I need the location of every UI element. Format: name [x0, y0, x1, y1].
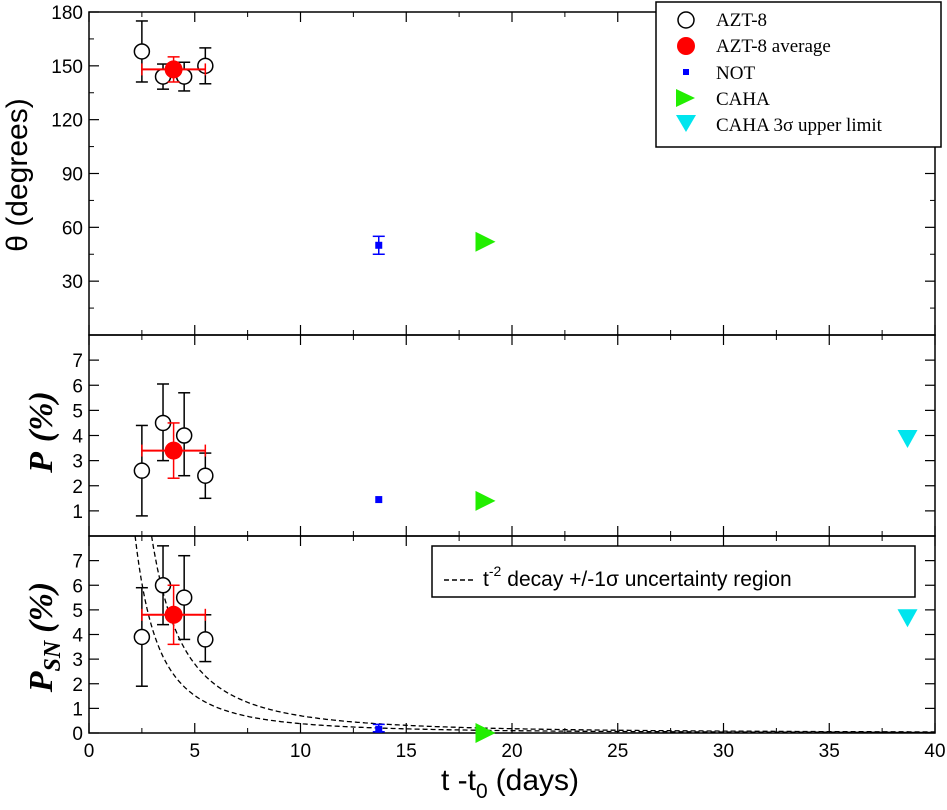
y-tick-label-2-5: 5	[72, 601, 83, 622]
legend-decay-exp: -2	[489, 563, 502, 579]
y-tick-label-1-5: 5	[72, 401, 83, 422]
legend-caha-marker	[676, 89, 695, 107]
point-2-filled-circle-0	[164, 605, 183, 624]
y-tick-label-0-60: 60	[62, 218, 83, 239]
data-markers	[133, 20, 918, 743]
y-tick-label-2-6: 6	[72, 576, 83, 597]
y-tick-label-2-0: 0	[72, 724, 83, 745]
point-1-filled-circle-0	[164, 441, 183, 460]
x-tick-label-20: 20	[501, 741, 522, 762]
time-axis-label-unit: (days)	[496, 764, 579, 797]
legend-caha-limit-marker	[676, 115, 696, 132]
top-legend-box	[655, 1, 942, 148]
x-tick-label-10: 10	[290, 741, 311, 762]
y-tick-label-2-3: 3	[72, 650, 83, 671]
psn-axis-label-unit: (%)	[23, 582, 60, 633]
legend-not-marker	[683, 69, 689, 75]
p-axis-label: P (%)	[23, 391, 60, 474]
point-2-triangle-down-0	[897, 609, 918, 628]
point-2-triangle-right-0	[475, 723, 496, 743]
decay-curve-upper	[150, 535, 935, 733]
time-axis-label-main: t -t	[441, 764, 477, 797]
x-tick-label-40: 40	[924, 741, 945, 762]
x-tick-label-25: 25	[607, 741, 628, 762]
point-0-square-0	[375, 241, 383, 249]
x-tick-label-0: 0	[84, 741, 95, 762]
decay-curves	[134, 535, 935, 734]
point-2-square-0	[375, 725, 383, 733]
y-tick-label-1-1: 1	[72, 502, 83, 523]
legend-caha-label: CAHA	[716, 89, 770, 110]
y-tick-label-0-150: 150	[51, 57, 83, 78]
point-1-triangle-down-0	[897, 430, 918, 449]
y-tick-label-1-3: 3	[72, 452, 83, 473]
point-1-square-0	[375, 496, 383, 504]
legend-not-label: NOT	[716, 63, 755, 84]
y-tick-label-1-7: 7	[72, 351, 83, 372]
point-0-filled-circle-0	[164, 60, 183, 79]
legend-decay-label: t-2 decay +/-1σ uncertainty region	[483, 563, 792, 591]
psn-axis-label-main: P	[23, 671, 60, 693]
point-0-triangle-right-0	[475, 231, 496, 252]
point-1-triangle-right-0	[475, 490, 496, 511]
y-tick-label-1-2: 2	[72, 477, 83, 498]
y-tick-label-2-2: 2	[72, 675, 83, 696]
legend-average-marker	[677, 37, 695, 55]
point-1-open-circle-0	[133, 462, 151, 479]
point-1-open-circle-3	[197, 467, 214, 484]
legend-decay-text: decay +/-1σ uncertainty region	[507, 568, 791, 591]
x-tick-label-5: 5	[189, 741, 200, 762]
y-tick-label-1-4: 4	[72, 427, 83, 448]
legend-caha-limit-label: CAHA 3σ upper limit	[716, 115, 883, 136]
x-tick-label-30: 30	[713, 741, 734, 762]
x-tick-label-15: 15	[396, 741, 417, 762]
decay-curve-lower	[134, 535, 935, 734]
y-tick-label-0-90: 90	[62, 165, 83, 186]
point-2-open-circle-0	[133, 628, 151, 646]
bottom-legend: t-2 decay +/-1σ uncertainty region	[431, 545, 916, 598]
top-legend: AZT-8 AZT-8 average NOT CAHA CAHA 3σ upp…	[655, 1, 942, 148]
time-axis-label-sub: 0	[476, 780, 488, 803]
time-axis-label: t -t0 (days)	[441, 764, 579, 803]
y-tick-label-2-1: 1	[72, 699, 83, 720]
legend-average-label: AZT-8 average	[716, 36, 831, 57]
theta-axis-label: θ (degrees)	[1, 98, 34, 251]
x-tick-label-35: 35	[819, 741, 840, 762]
legend-decay-base: t	[483, 568, 489, 591]
point-2-open-circle-2	[175, 589, 193, 606]
p-axis-label-unit: (%)	[23, 391, 60, 442]
p-axis-label-main: P	[23, 452, 60, 474]
bottom-legend-box	[431, 545, 916, 598]
point-0-open-circle-0	[133, 43, 151, 60]
y-tick-label-0-30: 30	[62, 272, 83, 293]
y-tick-label-0-180: 180	[51, 3, 83, 24]
point-1-open-circle-2	[175, 427, 193, 444]
psn-axis-label-sub: SN	[40, 639, 66, 671]
y-tick-label-2-4: 4	[72, 626, 83, 647]
psn-axis-label: PSN (%)	[23, 582, 66, 693]
legend-azt8-label: AZT-8	[716, 10, 767, 31]
y-tick-label-0-120: 120	[51, 111, 83, 132]
legend-azt8-marker	[677, 11, 695, 29]
y-tick-label-2-7: 7	[72, 552, 83, 573]
point-2-open-circle-3	[197, 631, 214, 648]
y-tick-label-1-6: 6	[72, 376, 83, 397]
